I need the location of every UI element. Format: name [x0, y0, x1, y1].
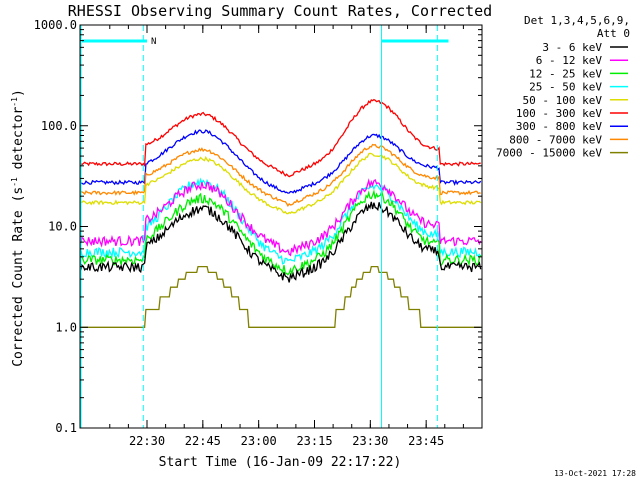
legend-label-1: 6 - 12 keV	[536, 54, 603, 67]
marker-layer: N	[80, 25, 449, 428]
legend-header-1: Det 1,3,4,5,6,9,	[524, 14, 630, 27]
series-line-7000-15000kev	[80, 265, 481, 328]
legend-label-7: 800 - 7000 keV	[509, 133, 602, 146]
legend-label-5: 100 - 300 keV	[516, 107, 602, 120]
y-tick-label-2: 10.0	[48, 220, 77, 234]
y-tick-label-4: 1000.0	[34, 18, 77, 32]
series-line-50-100kev	[80, 152, 482, 215]
x-tick-label-3: 23:15	[296, 434, 332, 448]
night-marker-label: N	[151, 37, 156, 47]
x-tick-label-4: 23:30	[352, 434, 388, 448]
series-line-6-12kev	[80, 178, 482, 257]
series-layer	[80, 98, 482, 328]
plot-frame	[79, 24, 483, 429]
y-axis-label-mid: detector	[11, 107, 26, 178]
legend-label-6: 300 - 800 keV	[516, 120, 602, 133]
y-tick-label-1: 1.0	[55, 320, 77, 334]
series-line-3-6kev	[80, 201, 482, 283]
legend-label-2: 12 - 25 keV	[529, 67, 602, 80]
x-tick-label-0: 22:30	[129, 434, 165, 448]
y-axis-label-main: Corrected Count Rate (s	[11, 187, 26, 367]
timestamp: 13-Oct-2021 17:28	[554, 469, 636, 478]
series-line-25-50kev	[80, 177, 482, 265]
legend-header-2: Att 0	[597, 27, 630, 40]
series-line-12-25kev	[80, 189, 482, 277]
x-tick-label-1: 22:45	[185, 434, 221, 448]
y-tick-label-0: 0.1	[55, 421, 77, 435]
y-tick-label-3: 100.0	[41, 119, 77, 133]
legend-label-0: 3 - 6 keV	[542, 41, 602, 54]
x-tick-label-5: 23:45	[408, 434, 444, 448]
series-line-100-300kev	[80, 98, 481, 178]
legend-label-3: 25 - 50 keV	[529, 81, 602, 94]
y-axis-label: Corrected Count Rate (s-1 detector-1)	[10, 89, 26, 367]
legend-label-8: 7000 - 15000 keV	[496, 147, 602, 160]
axis-layer: 22:30 22:45 23:00 23:15 23:30 23:45 0.1 1.0 10.0…	[34, 18, 482, 448]
legend-label-4: 50 - 100 keV	[523, 94, 603, 107]
y-axis-label-sup2: -1	[10, 97, 19, 107]
x-axis-label: Start Time (16-Jan-09 22:17:22)	[159, 455, 402, 470]
y-axis-label-sup1: -1	[10, 177, 19, 187]
y-axis-label-end: )	[11, 89, 26, 97]
series-line-800-7000kev	[80, 143, 481, 208]
x-tick-label-2: 23:00	[241, 434, 277, 448]
series-line-300-800kev	[80, 129, 482, 194]
chart-title: RHESSI Observing Summary Count Rates, Co…	[68, 2, 492, 20]
